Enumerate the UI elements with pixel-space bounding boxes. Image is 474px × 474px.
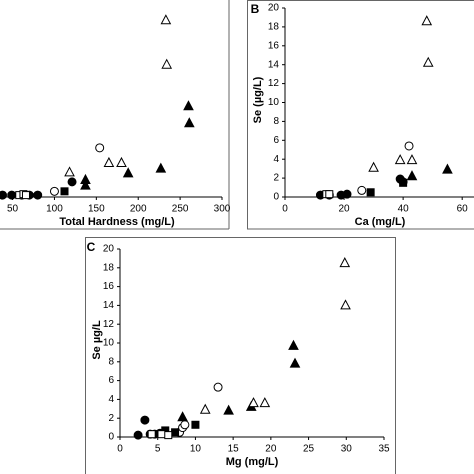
x-tick-label: 5 — [155, 444, 161, 455]
data-point — [406, 170, 418, 181]
data-point — [33, 190, 43, 200]
x-tick-label: 150 — [88, 204, 105, 215]
x-tick-label: 300 — [214, 204, 231, 215]
y-tick-label: 0 — [273, 192, 279, 203]
data-point — [116, 156, 127, 167]
x-tick-label: 100 — [46, 204, 63, 215]
y-axis-title: Se (µg/L) — [252, 76, 264, 123]
y-tick-label: 2 — [273, 173, 279, 184]
data-point — [103, 156, 115, 167]
x-tick-label: 40 — [398, 204, 410, 215]
data-point — [180, 420, 190, 430]
x-tick-label: 250 — [172, 204, 189, 215]
data-point — [147, 430, 156, 439]
data-point — [95, 143, 105, 153]
data-point — [191, 420, 200, 429]
data-point — [183, 100, 194, 111]
data-point — [399, 178, 408, 187]
y-tick-label: 4 — [108, 394, 114, 405]
data-point — [155, 162, 167, 173]
data-point — [368, 161, 379, 172]
data-point — [289, 357, 301, 368]
data-point — [406, 154, 418, 165]
data-point — [161, 58, 173, 69]
data-point — [213, 382, 223, 392]
panel-label: B — [251, 2, 260, 16]
data-point — [342, 189, 352, 199]
y-tick-label: 0 — [108, 432, 114, 443]
x-tick-label: 0 — [117, 444, 123, 455]
data-point — [422, 56, 434, 67]
data-point — [133, 430, 143, 440]
y-tick-label: 8 — [108, 356, 114, 367]
y-tick-label: 12 — [268, 78, 280, 89]
data-point — [394, 154, 406, 165]
data-point — [122, 167, 134, 178]
data-point — [171, 428, 180, 437]
data-point — [7, 190, 17, 200]
x-tick-label: 0 — [282, 204, 288, 215]
data-point — [60, 187, 69, 196]
y-tick-label: 4 — [273, 154, 279, 165]
data-point — [140, 415, 150, 425]
y-tick-label: 16 — [268, 40, 280, 51]
y-axis-title: Se µg/L — [91, 320, 103, 360]
x-axis-title: Ca (mg/L) — [355, 216, 406, 228]
y-tick-label: 20 — [103, 244, 115, 255]
data-point — [259, 397, 271, 408]
x-tick-label: 20 — [265, 444, 277, 455]
y-tick-label: 6 — [273, 135, 279, 146]
data-point — [325, 190, 334, 199]
data-point — [248, 397, 259, 408]
x-axis-title: Mg (mg/L) — [226, 456, 279, 468]
x-tick-label: 20 — [339, 204, 351, 215]
y-tick-label: 14 — [103, 300, 115, 311]
data-point — [183, 117, 195, 128]
x-axis-title: Total Hardness (mg/L) — [59, 216, 175, 228]
data-point — [80, 179, 91, 190]
y-tick-label: 8 — [273, 116, 279, 127]
x-tick-label: 25 — [303, 444, 315, 455]
y-tick-label: 18 — [103, 262, 115, 273]
x-tick-label: 30 — [341, 444, 353, 455]
y-tick-label: 12 — [103, 319, 115, 330]
data-point — [49, 186, 59, 196]
data-point — [177, 411, 188, 422]
data-point — [160, 14, 172, 25]
data-point — [199, 403, 211, 414]
data-point — [21, 191, 30, 200]
data-point — [357, 185, 367, 195]
panel-frame — [85, 237, 396, 474]
x-tick-label: 200 — [130, 204, 147, 215]
data-point — [339, 257, 351, 268]
panel-label: C — [87, 240, 96, 254]
data-point — [67, 177, 77, 187]
data-point — [288, 339, 299, 350]
data-point — [421, 15, 433, 26]
data-point — [0, 190, 8, 200]
data-point — [442, 163, 453, 174]
y-tick-label: 16 — [103, 281, 115, 292]
data-point — [164, 431, 173, 440]
y-tick-label: 20 — [268, 3, 280, 14]
data-point — [404, 141, 414, 151]
x-tick-label: 60 — [457, 204, 469, 215]
y-tick-label: 14 — [268, 59, 280, 70]
data-point — [157, 430, 166, 439]
x-tick-label: 10 — [190, 444, 202, 455]
y-tick-label: 18 — [268, 22, 280, 33]
data-point — [223, 404, 234, 415]
data-point — [366, 188, 375, 197]
x-tick-label: 15 — [228, 444, 240, 455]
y-tick-label: 10 — [268, 97, 280, 108]
y-tick-label: 2 — [108, 413, 114, 424]
data-point — [340, 299, 351, 310]
y-tick-label: 6 — [108, 375, 114, 386]
x-tick-label: 50 — [7, 204, 19, 215]
y-tick-label: 10 — [103, 338, 115, 349]
data-point — [64, 166, 75, 177]
x-tick-label: 35 — [378, 444, 390, 455]
panel-frame — [247, 0, 474, 230]
